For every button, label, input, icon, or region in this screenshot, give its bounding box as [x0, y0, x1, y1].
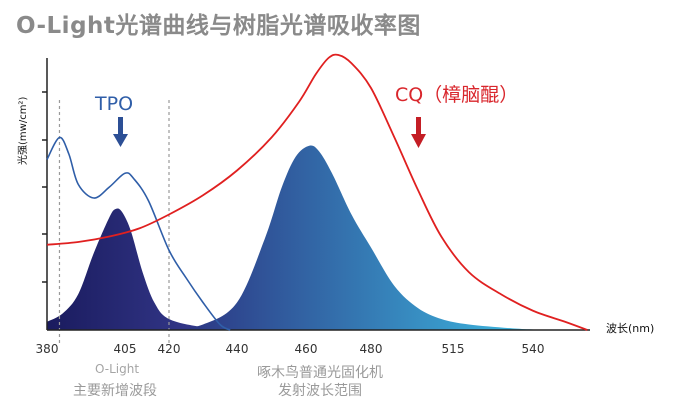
x-tick-label-405: 405 [114, 342, 137, 356]
tpo-arrow-shaft [118, 117, 123, 136]
machine-emission-area [169, 145, 549, 330]
olight-emission-area [47, 208, 237, 330]
tpo-label: TPO [94, 93, 133, 115]
cq-arrow-shaft [416, 117, 421, 136]
x-axis-label: 波长(nm) [606, 322, 654, 335]
x-tick-label-420: 420 [158, 342, 181, 356]
olight-band-desc: 主要新增波段 [73, 383, 157, 399]
olight-band-name: O-Light [94, 362, 140, 376]
machine-band-line1: 啄木鸟普通光固化机 [257, 365, 383, 381]
tpo-absorption-line [46, 136, 231, 331]
tpo-arrow-head [113, 134, 128, 147]
x-tick-label-380: 380 [36, 342, 59, 356]
cq-label: CQ（樟脑醌） [395, 84, 518, 106]
x-tick-label-540: 540 [522, 342, 545, 356]
machine-band-line2: 发射波长范围 [278, 383, 362, 399]
x-tick-label-460: 460 [295, 342, 318, 356]
y-axis-label: 光强(mw/cm²) [16, 97, 29, 165]
cq-absorption-line [46, 53, 588, 331]
x-tick-label-480: 480 [360, 342, 383, 356]
chart-title: O-Light光谱曲线与树脂光谱吸收率图 [16, 13, 421, 39]
cq-arrow-head [411, 134, 426, 148]
x-tick-label-515: 515 [442, 342, 465, 356]
x-tick-label-440: 440 [226, 342, 249, 356]
